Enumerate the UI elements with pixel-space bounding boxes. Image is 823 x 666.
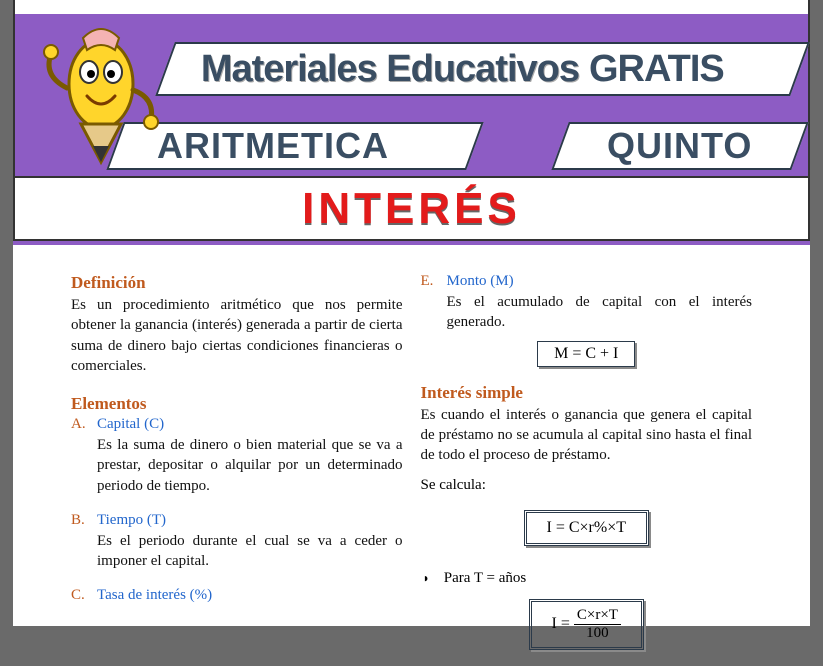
grade-label: QUINTO bbox=[607, 125, 752, 167]
left-column: Definición Es un procedimiento aritmétic… bbox=[71, 273, 403, 666]
element-desc: Es el periodo durante el cual se va a ce… bbox=[97, 531, 403, 572]
element-name: Monto (M) bbox=[447, 273, 514, 290]
element-letter: C. bbox=[71, 587, 87, 604]
element-name: Tasa de interés (%) bbox=[97, 587, 212, 604]
elements-heading: Elementos bbox=[71, 394, 403, 414]
grade-bar: QUINTO bbox=[551, 122, 808, 170]
formula-monto: M = C + I bbox=[537, 341, 635, 367]
pencil-mascot-icon bbox=[33, 16, 163, 166]
element-item: A. Capital (C) bbox=[71, 416, 403, 433]
element-item: E. Monto (M) bbox=[421, 273, 753, 290]
element-desc: Es la suma de dinero o bien material que… bbox=[97, 435, 403, 496]
right-column: E. Monto (M) Es el acumulado de capital … bbox=[421, 273, 753, 666]
definition-heading: Definición bbox=[71, 273, 403, 293]
element-name: Tiempo (T) bbox=[97, 512, 166, 529]
fraction: C×r×T 100 bbox=[574, 608, 621, 641]
element-item: C. Tasa de interés (%) bbox=[71, 587, 403, 604]
fraction-denominator: 100 bbox=[586, 625, 609, 641]
simple-interest-heading: Interés simple bbox=[421, 383, 753, 403]
content-area: Definición Es un procedimiento aritmétic… bbox=[13, 245, 810, 666]
fraction-numerator: C×r×T bbox=[574, 608, 621, 625]
definition-body: Es un procedimiento aritmético que nos p… bbox=[71, 295, 403, 376]
bullet-row: ◗ Para T = años bbox=[423, 570, 753, 587]
topic-bar: INTERÉS bbox=[13, 178, 810, 241]
simple-interest-body: Es cuando el interés o ganancia que gene… bbox=[421, 405, 753, 466]
page: Materiales Educativos GRATIS ARITMETICA … bbox=[13, 0, 810, 626]
element-letter: B. bbox=[71, 512, 87, 529]
brand-main-text: Materiales Educativos bbox=[201, 48, 579, 91]
brand-gratis-text: GRATIS bbox=[589, 48, 724, 91]
header-banner: Materiales Educativos GRATIS ARITMETICA … bbox=[13, 0, 810, 178]
element-name: Capital (C) bbox=[97, 416, 164, 433]
bullet-label: Para T = años bbox=[444, 570, 526, 587]
calc-label: Se calcula: bbox=[421, 477, 753, 494]
monto-desc: Es el acumulado de capital con el interé… bbox=[447, 292, 753, 333]
element-letter: E. bbox=[421, 273, 437, 290]
formula-lhs: I = bbox=[552, 615, 570, 632]
formula-simple-1: I = C×r%×T bbox=[524, 510, 650, 546]
bullet-icon: ◗ bbox=[423, 571, 430, 586]
element-letter: A. bbox=[71, 416, 87, 433]
topic-title: INTERÉS bbox=[302, 184, 521, 234]
element-item: B. Tiempo (T) bbox=[71, 512, 403, 529]
brand-banner: Materiales Educativos GRATIS bbox=[155, 42, 810, 96]
formula-simple-2: I = C×r×T 100 bbox=[529, 599, 644, 650]
